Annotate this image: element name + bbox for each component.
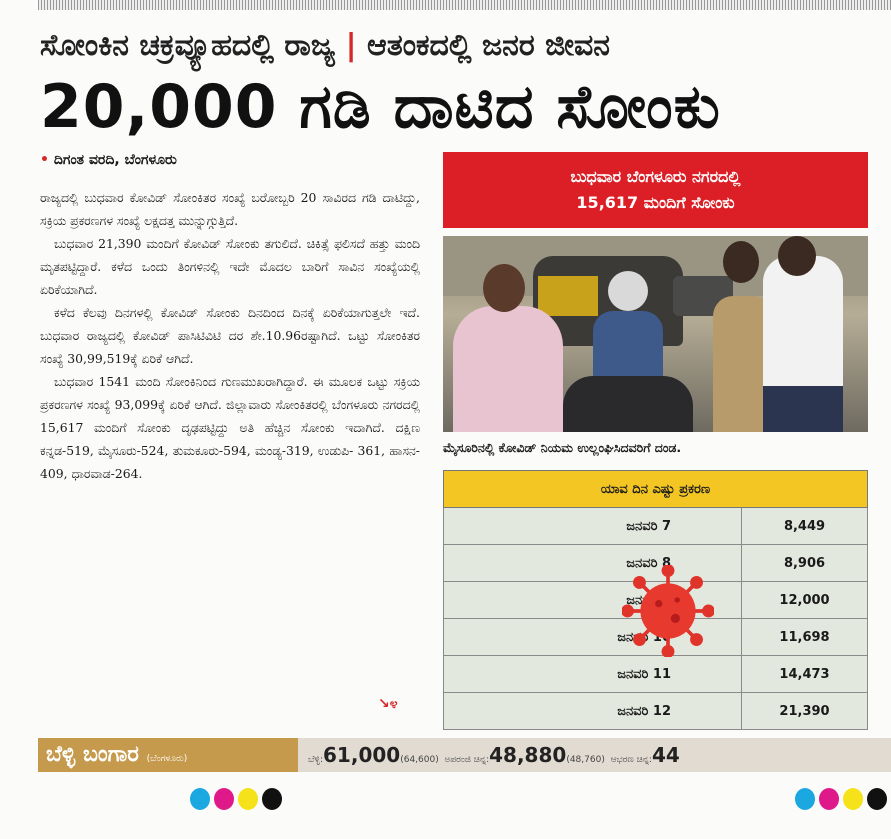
strip-city: (ಬೆಂಗಳೂರು) [146, 754, 188, 764]
registration-marks [795, 788, 887, 810]
price-values: ಬೆಳ್ಳಿ:61,000(64,600) ಅಪರಂಜಿ ಚಿನ್ನ:48,88… [308, 738, 680, 777]
cyan-dot [795, 788, 815, 810]
table-row: ಜನವರಿ 7 8,449 [442, 507, 868, 545]
kicker-right: ಆತಂಕದಲ್ಲಿ ಜನರ ಜೀವನ [367, 28, 610, 63]
yellow-dot [843, 788, 863, 810]
bullet-icon: • [40, 152, 54, 168]
registration-marks [190, 788, 282, 810]
price-value: 61,000 [323, 743, 401, 767]
black-dot [867, 788, 887, 810]
photo-caption: ಮೈಸೂರಿನಲ್ಲಿ ಕೋವಿಡ್ ನಿಯಮ ಉಲ್ಲಂಘಿಸಿದವರಿಗೆ … [443, 440, 682, 455]
price-name: ಆಭರಣ ಚಿನ್ನ: [610, 755, 652, 765]
paragraph: ರಾಜ್ಯದಲ್ಲಿ ಬುಧವಾರ ಕೋವಿಡ್ ಸೋಂಕಿತರ ಸಂಖ್ಯೆ … [40, 190, 420, 228]
magenta-dot [214, 788, 234, 810]
cyan-dot [190, 788, 210, 810]
top-rule [38, 0, 891, 10]
price-prev: (48,760) [566, 755, 605, 765]
table-row: ಜನವರಿ 12 21,390 [442, 692, 868, 730]
table-row: ಜನವರಿ 11 14,473 [442, 655, 868, 693]
table-title: ಯಾವ ದಿನ ಎಷ್ಟು ಪ್ರಕರಣ [443, 470, 868, 508]
highlight-line: ಬುಧವಾರ ಬೆಂಗಳೂರು ನಗರದಲ್ಲಿ [570, 167, 741, 186]
price-value: 48,880 [489, 743, 567, 767]
paragraph: ಬುಧವಾರ 1541 ಮಂದಿ ಸೋಂಕಿನಿಂದ ಗುಣಮುಖರಾಗಿದ್ದ… [40, 374, 420, 481]
strip-label: ಬೆಳ್ಳಿ ಬಂಗಾರ (ಬೆಂಗಳೂರು) [38, 738, 298, 772]
paragraph: ಬುಧವಾರ 21,390 ಮಂದಿಗೆ ಕೋವಿಡ್ ಸೋಂಕು ತಗುಲಿದ… [40, 236, 420, 297]
paragraph: ಕಳೆದ ಕೆಲವು ದಿನಗಳಲ್ಲಿ ಕೋವಿಡ್ ಸೋಂಕು ದಿನದಿಂ… [40, 305, 420, 366]
table-row: ಜನವರಿ 1011,698 [442, 618, 868, 656]
cases-cell: 12,000 [741, 581, 868, 619]
cases-cell: 8,449 [741, 507, 868, 545]
byline: • ದಿಗಂತ ವರದಿ, ಬೆಂಗಳೂರು [40, 152, 177, 168]
highlight-line: 15,617 ಮಂದಿಗೆ ಸೋಂಕು [576, 193, 735, 212]
date-cell: ಜನವರಿ 12 [442, 692, 743, 730]
price-value: 44 [651, 743, 680, 767]
price-prev: (64,600) [400, 755, 439, 765]
cases-cell: 14,473 [741, 655, 868, 693]
kicker-headline: ಸೋಂಕಿನ ಚಕ್ರವ್ಯೂಹದಲ್ಲಿ ರಾಜ್ಯ | ಆತಂಕದಲ್ಲಿ … [40, 28, 610, 63]
gold-silver-price-strip: ಬೆಳ್ಳಿ ಬಂಗಾರ (ಬೆಂಗಳೂರು) ಬೆಳ್ಳಿ:61,000(64… [38, 738, 891, 772]
date-cell: ಜನವರಿ 8 [442, 544, 743, 582]
cases-cell: 21,390 [741, 692, 868, 730]
kicker-left: ಸೋಂಕಿನ ಚಕ್ರವ್ಯೂಹದಲ್ಲಿ ರಾಜ್ಯ [40, 28, 336, 63]
table-row: ಜನವರಿ 8 8,906 [442, 544, 868, 582]
magenta-dot [819, 788, 839, 810]
price-name: ಬೆಳ್ಳಿ: [308, 755, 324, 765]
price-name: ಅಪರಂಜಿ ಚಿನ್ನ: [444, 755, 490, 765]
cases-cell: 11,698 [741, 618, 868, 656]
kicker-separator: | [345, 28, 357, 63]
coronavirus-icon [622, 565, 714, 657]
cases-cell: 8,906 [741, 544, 868, 582]
byline-text: ದಿಗಂತ ವರದಿ, ಬೆಂಗಳೂರು [53, 152, 177, 168]
cases-table: ಯಾವ ದಿನ ಎಷ್ಟು ಪ್ರಕರಣ ಜನವರಿ 7 8,449 ಜನವರಿ … [442, 470, 868, 730]
continued-marker: ↘೪ [378, 696, 398, 712]
news-photo [443, 236, 868, 432]
yellow-dot [238, 788, 258, 810]
article-body: ರಾಜ್ಯದಲ್ಲಿ ಬುಧವಾರ ಕೋವಿಡ್ ಸೋಂಕಿತರ ಸಂಖ್ಯೆ … [40, 186, 420, 485]
black-dot [262, 788, 282, 810]
main-headline: 20,000 ಗಡಿ ದಾಟಿದ ಸೋಂಕು [40, 72, 721, 142]
highlight-box: ಬುಧವಾರ ಬೆಂಗಳೂರು ನಗರದಲ್ಲಿ 15,617 ಮಂದಿಗೆ ಸ… [443, 152, 868, 228]
strip-title: ಬೆಳ್ಳಿ ಬಂಗಾರ [46, 742, 139, 767]
date-cell: ಜನವರಿ 7 [442, 507, 743, 545]
date-cell: ಜನವರಿ 11 [442, 655, 743, 693]
